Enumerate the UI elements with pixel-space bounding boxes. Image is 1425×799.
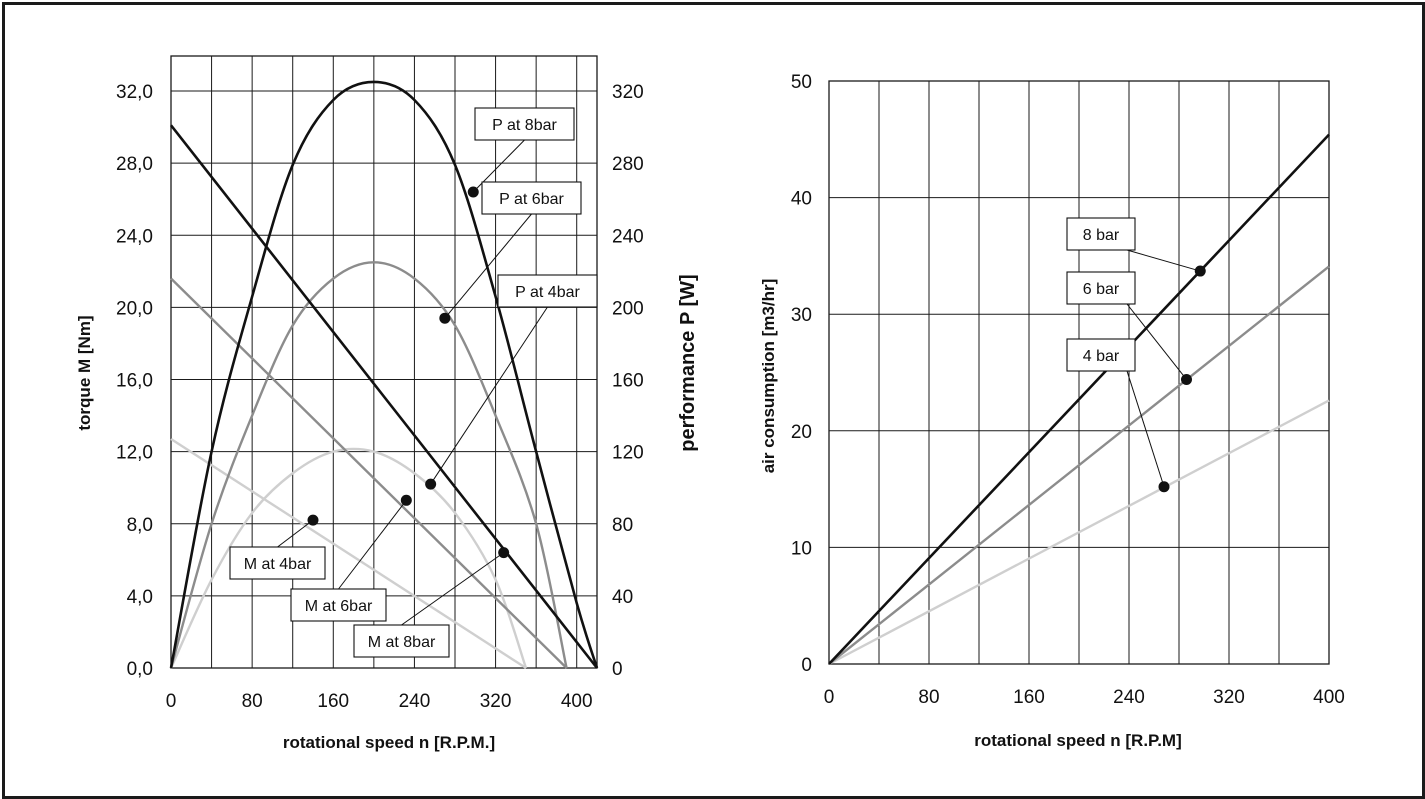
y-tick-label: 16,0 [116, 371, 153, 392]
label-p-at-4bar: P at 4bar [515, 284, 580, 301]
callout-line [338, 500, 407, 590]
marker-8-bar [1194, 265, 1206, 277]
callout-line [1126, 370, 1165, 487]
x-tick-label: 240 [399, 691, 431, 712]
callout-line [1126, 303, 1187, 380]
y2-tick-label: 80 [612, 515, 633, 536]
series-line-m-at-4bar [170, 437, 527, 670]
marker-p-at-8bar [467, 186, 479, 198]
series-line-p-at-4bar [169, 447, 528, 669]
y2-tick-label: 0 [612, 659, 623, 680]
y-tick-label: 40 [791, 189, 812, 210]
y2-tick-label: 40 [612, 587, 633, 608]
y-tick-label: 24,0 [116, 226, 153, 247]
label-box-p-at-6bar [481, 181, 582, 215]
label-6-bar: 6 bar [1083, 281, 1120, 298]
x-tick-label: 400 [1313, 687, 1345, 708]
label-box-p-at-8bar [474, 107, 575, 141]
y2-tick-label: 240 [612, 226, 644, 247]
y2-axis-title: performance P [W] [677, 274, 699, 451]
series-line-4-bar [828, 399, 1330, 666]
label-box-p-at-4bar [497, 274, 598, 308]
marker-p-at-6bar [439, 312, 451, 324]
marker-m-at-6bar [400, 494, 412, 506]
label-m-at-4bar: M at 4bar [244, 556, 312, 573]
callout-line [444, 213, 532, 319]
x-tick-label: 0 [166, 691, 177, 712]
x-tick-label: 400 [561, 691, 593, 712]
series-line-8-bar [828, 133, 1330, 665]
label-box-4-bar [1066, 338, 1136, 372]
label-box-m-at-6bar [290, 588, 387, 622]
x-tick-label: 160 [1013, 687, 1045, 708]
y-tick-label: 50 [791, 72, 812, 93]
marker-m-at-4bar [307, 514, 319, 526]
y-tick-label: 0,0 [127, 659, 153, 680]
plot-border [170, 55, 598, 669]
series-line-m-at-6bar [170, 277, 568, 669]
label-p-at-6bar: P at 6bar [499, 191, 564, 208]
y-tick-label: 4,0 [127, 587, 153, 608]
x-tick-label: 160 [317, 691, 349, 712]
y2-tick-label: 160 [612, 371, 644, 392]
marker-p-at-4bar [425, 478, 437, 490]
y-tick-label: 12,0 [116, 443, 153, 464]
x-tick-label: 0 [824, 687, 835, 708]
marker-6-bar [1181, 373, 1192, 385]
series-line-p-at-8bar [169, 80, 599, 669]
y-tick-label: 30 [791, 305, 812, 326]
marker-m-at-8bar [498, 547, 510, 559]
y2-tick-label: 320 [612, 82, 644, 103]
y-axis-title: torque M [Nm] [75, 315, 94, 430]
y2-tick-label: 120 [612, 443, 644, 464]
x-tick-label: 80 [918, 687, 939, 708]
callout-line [430, 306, 548, 485]
y-tick-label: 0 [801, 655, 812, 676]
callout-line [1126, 249, 1201, 272]
chart-torque-performance: 0 80 160 240 320 4000,04,08,012,016,020,024,0… [75, 55, 699, 752]
y-tick-label: 20,0 [116, 298, 153, 319]
label-p-at-8bar: P at 8bar [492, 117, 557, 134]
x-tick-label: 320 [1213, 687, 1245, 708]
label-8-bar: 8 bar [1083, 227, 1120, 244]
callout-line [401, 552, 504, 626]
chart-air-consumption: 0 80 160 240 320 400 0 10 20 30 40 50 rotational spe… [759, 72, 1345, 750]
label-box-6-bar [1066, 271, 1136, 305]
label-m-at-8bar: M at 8bar [368, 634, 436, 651]
label-m-at-6bar: M at 6bar [305, 598, 373, 615]
marker-4-bar [1158, 481, 1170, 493]
x-tick-label: 240 [1113, 687, 1145, 708]
series-line-p-at-6bar [169, 261, 568, 669]
label-box-m-at-8bar [353, 624, 450, 658]
plot-border [828, 80, 1330, 665]
y-tick-label: 8,0 [127, 515, 153, 536]
x-axis-title: rotational speed n [R.P.M] [974, 731, 1182, 750]
x-tick-label: 80 [242, 691, 263, 712]
y2-tick-label: 280 [612, 154, 644, 175]
series-line-m-at-8bar [169, 124, 599, 669]
x-axis-title: rotational speed n [R.P.M.] [283, 733, 495, 752]
y-axis-title: air consumption [m3/hr] [759, 279, 778, 474]
series-line-6-bar [828, 265, 1330, 665]
y-tick-label: 10 [791, 538, 812, 559]
y-tick-label: 32,0 [116, 82, 153, 103]
label-box-8-bar [1066, 217, 1136, 251]
label-box-m-at-4bar [229, 546, 326, 580]
y2-tick-label: 200 [612, 298, 644, 319]
label-4-bar: 4 bar [1083, 348, 1120, 365]
y-tick-label: 20 [791, 422, 812, 443]
y-tick-label: 28,0 [116, 154, 153, 175]
callout-line [277, 519, 314, 548]
x-tick-label: 320 [480, 691, 512, 712]
